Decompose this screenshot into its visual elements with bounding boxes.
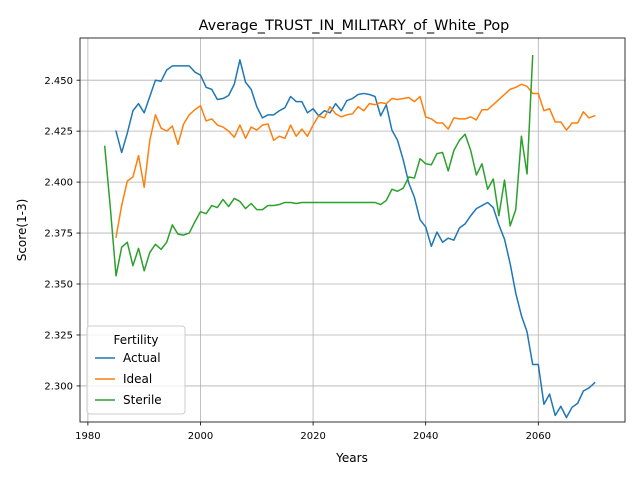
x-tick-label: 2020 [300,431,325,442]
legend-label-actual: Actual [123,351,161,365]
x-axis-label: Years [335,451,368,465]
legend: Fertility Actual Ideal Sterile [86,325,186,415]
y-tick-label: 2.350 [44,280,73,291]
plot-frame [79,37,626,423]
x-tick-label: 1980 [75,431,100,442]
y-axis-label: Score(1-3) [15,199,29,262]
legend-title: Fertility [113,333,158,347]
legend-box [86,325,186,415]
series-line-sterile [103,54,534,277]
y-tick-label: 2.375 [44,229,73,240]
x-tick-label: 2040 [413,431,438,442]
legend-label-sterile: Sterile [123,393,162,407]
y-tick-label: 2.425 [44,127,73,138]
legend-label-ideal: Ideal [123,372,152,386]
x-tick-label: 2060 [526,431,551,442]
series-line-actual [115,59,596,419]
y-tick-label: 2.300 [44,382,73,393]
y-tick-label: 2.400 [44,178,73,189]
x-axis-ticks: 1980 2000 2020 2040 2060 [75,422,551,442]
y-axis-ticks: 2.300 2.325 2.350 2.375 2.400 2.425 2.450 [44,76,80,393]
series-line-ideal [115,83,596,238]
y-tick-label: 2.450 [44,76,73,87]
grid [80,38,625,422]
series-layer [103,54,596,419]
x-tick-label: 2000 [188,431,213,442]
y-tick-label: 2.325 [44,331,73,342]
chart-title: Average_TRUST_IN_MILITARY_of_White_Pop [199,18,510,34]
